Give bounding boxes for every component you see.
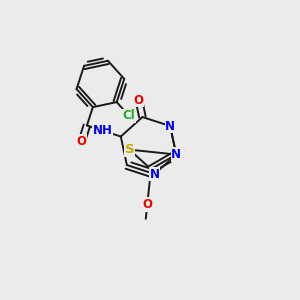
Text: N: N [165,120,175,133]
Text: S: S [124,143,134,156]
Text: NH: NH [92,124,112,137]
Text: O: O [142,198,152,211]
Text: N: N [171,148,181,161]
Text: N: N [150,167,160,181]
Text: O: O [134,94,144,107]
Text: Cl: Cl [123,109,135,122]
Text: O: O [77,135,87,148]
